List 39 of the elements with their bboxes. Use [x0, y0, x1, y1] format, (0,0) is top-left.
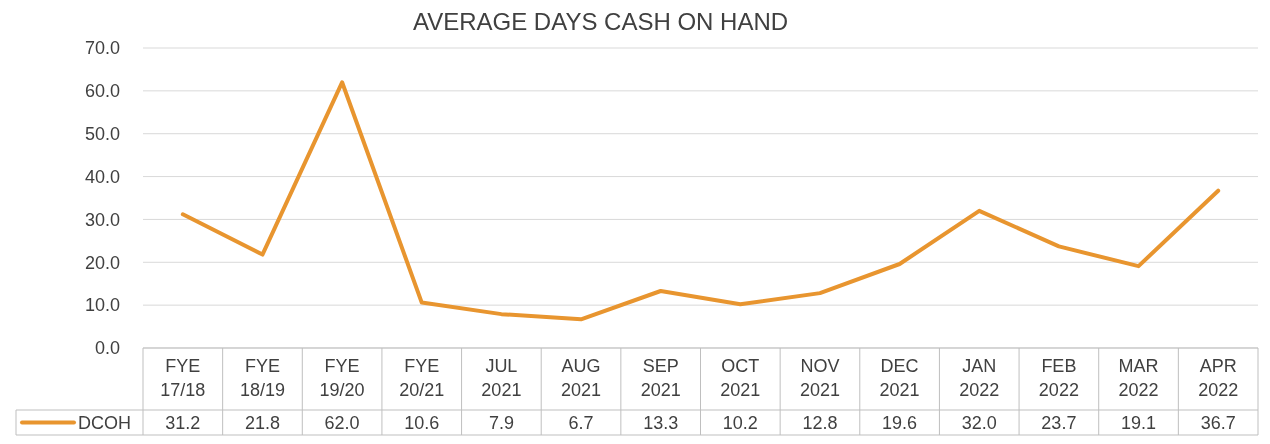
x-tick-label: JUL 2021 [481, 356, 522, 400]
x-tick-label: FYE 20/21 [399, 356, 445, 400]
x-tick-label: DEC 2021 [879, 356, 920, 400]
y-tick-label: 40.0 [84, 166, 120, 187]
legend-label: DCOH [78, 412, 131, 433]
data-label: 19.1 [1121, 412, 1157, 433]
y-tick-label: 50.0 [84, 124, 120, 145]
data-label: 10.6 [404, 412, 440, 433]
y-tick-label: 30.0 [84, 209, 120, 230]
y-tick-label: 10.0 [84, 295, 120, 316]
x-tick-label: JAN 2022 [959, 356, 1000, 400]
x-tick-label: FYE 18/19 [239, 356, 285, 400]
data-label: 23.7 [1041, 412, 1077, 433]
x-tick-label: APR 2022 [1198, 356, 1239, 400]
x-tick-label: OCT 2021 [720, 356, 761, 400]
data-label: 31.2 [165, 412, 201, 433]
data-label: 13.3 [643, 412, 679, 433]
line-series [180, 80, 1221, 322]
y-tick-label: 70.0 [84, 38, 120, 59]
x-tick-label: AUG 2021 [561, 356, 602, 400]
x-tick-label: SEP 2021 [640, 356, 681, 400]
chart-title: AVERAGE DAYS CASH ON HAND [412, 8, 789, 35]
y-tick-label: 20.0 [84, 252, 120, 273]
data-label: 36.7 [1200, 412, 1236, 433]
x-tick-label: MAR 2022 [1118, 356, 1159, 400]
x-tick-label: FYE 17/18 [160, 356, 206, 400]
data-label: 21.8 [244, 412, 280, 433]
data-label: 6.7 [568, 412, 594, 433]
data-label: 7.9 [488, 412, 514, 433]
y-tick-label: 60.0 [84, 81, 120, 102]
data-label: 19.6 [882, 412, 918, 433]
data-label: 32.0 [961, 412, 997, 433]
y-tick-label: 0.0 [94, 338, 120, 359]
x-tick-label: NOV 2021 [799, 356, 840, 400]
data-label: 12.8 [802, 412, 838, 433]
data-label: 10.2 [722, 412, 758, 433]
x-tick-label: FYE 19/20 [319, 356, 365, 400]
data-label: 62.0 [324, 412, 360, 433]
x-tick-label: FEB 2022 [1038, 356, 1079, 400]
